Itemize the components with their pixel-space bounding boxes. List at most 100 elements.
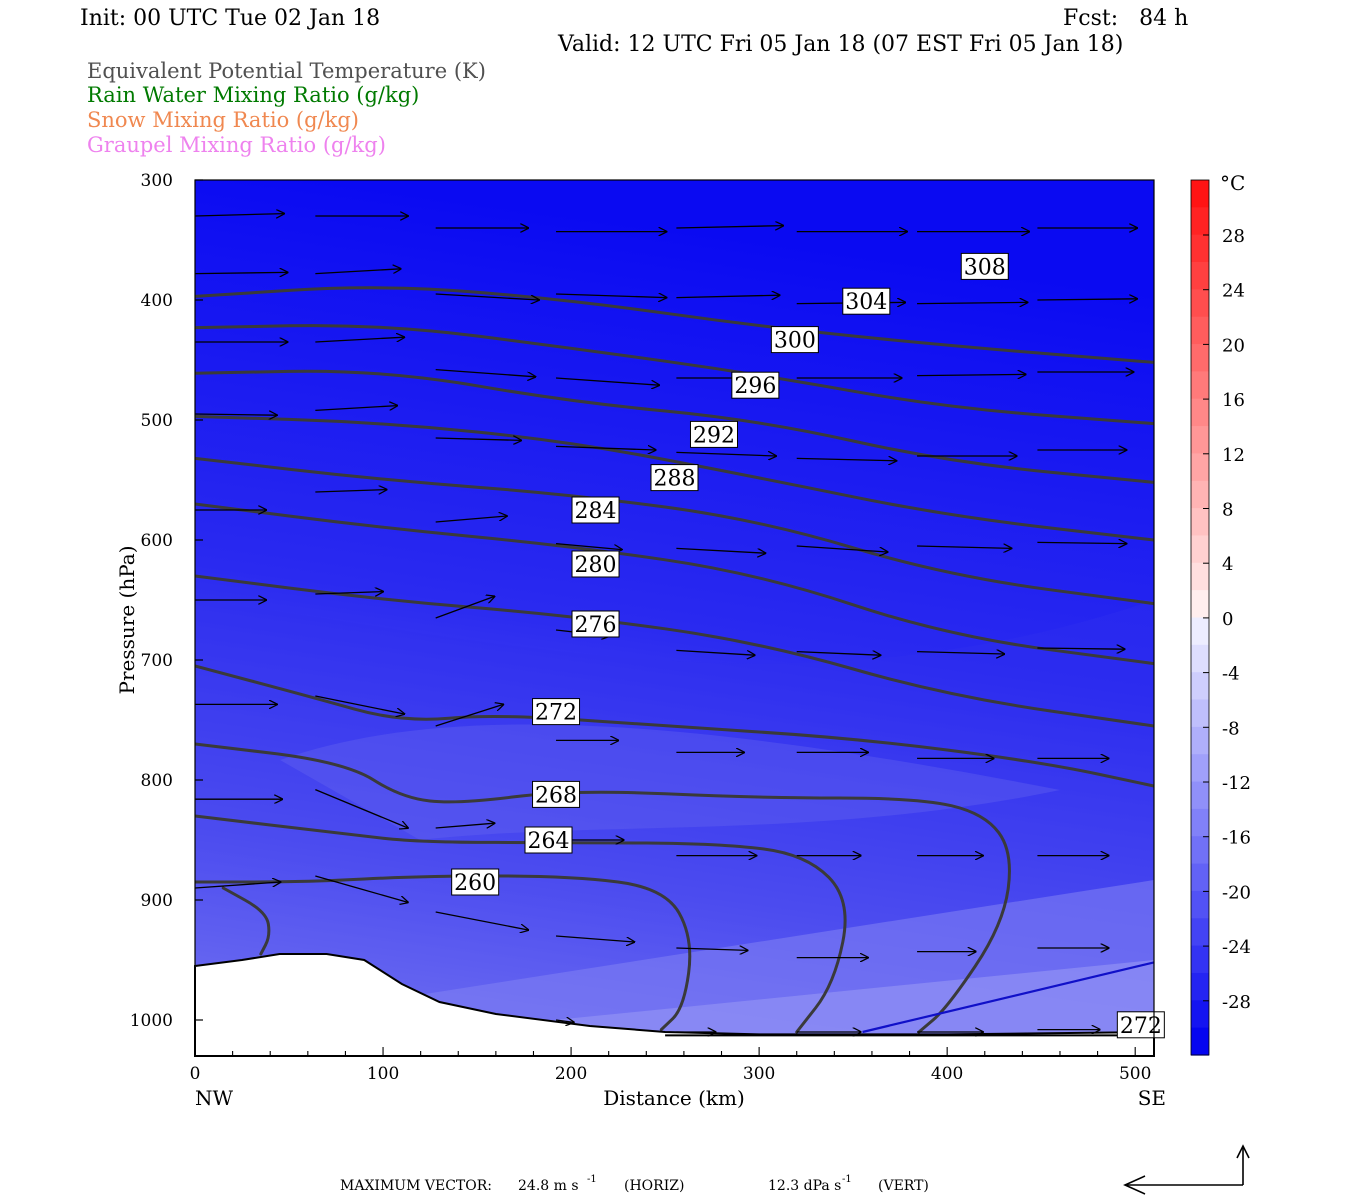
colorbar-tick-label: -16 bbox=[1222, 828, 1251, 849]
wind-vector bbox=[315, 406, 397, 412]
plot-frame bbox=[194, 179, 1155, 1057]
colorbar-swatch bbox=[1191, 726, 1209, 755]
contour-labels: 308 304 300 296 292 288 284 280 276 272 268 264 260 2… bbox=[451, 252, 1165, 1039]
colorbar-swatch bbox=[1191, 289, 1209, 318]
wind-vector bbox=[1037, 299, 1137, 300]
wind-vector bbox=[676, 948, 747, 950]
theta-e-line bbox=[195, 742, 1011, 1034]
x-tick-label: 200 bbox=[555, 1064, 587, 1084]
theta-e-line bbox=[195, 286, 1154, 364]
colorbar-swatch bbox=[1191, 863, 1209, 892]
wind-vector bbox=[435, 823, 495, 829]
x-tick-label: 100 bbox=[367, 1064, 399, 1084]
x-tick-label: 400 bbox=[931, 1064, 963, 1084]
terrain-profile bbox=[194, 953, 1155, 1057]
wind-vector bbox=[917, 374, 1026, 375]
colorbar-swatch bbox=[1191, 508, 1209, 537]
svg-text:264: 264 bbox=[528, 829, 570, 854]
max-vector-horiz-exponent: -1 bbox=[587, 1174, 597, 1185]
wind-vector bbox=[556, 294, 666, 298]
wind-vector bbox=[195, 272, 288, 273]
x-axis-label: Distance (km) bbox=[603, 1086, 745, 1110]
colorbar-swatch bbox=[1191, 699, 1209, 728]
zero-isotherm bbox=[862, 961, 1154, 1034]
wind-vector bbox=[195, 214, 284, 216]
theta-e-line bbox=[195, 414, 1154, 542]
wind-vector bbox=[796, 545, 888, 552]
wind-vector bbox=[315, 490, 386, 492]
svg-text:300: 300 bbox=[774, 329, 816, 354]
svg-text:292: 292 bbox=[693, 423, 735, 448]
legend-entry-rain: Rain Water Mixing Ratio (g/kg) bbox=[87, 83, 419, 107]
wind-vector bbox=[1037, 542, 1126, 543]
svg-text:260: 260 bbox=[454, 871, 496, 896]
x-tick-label: 300 bbox=[743, 1064, 775, 1084]
contour-label: 272 bbox=[532, 698, 581, 726]
colorbar-swatch bbox=[1191, 344, 1209, 373]
max-vector-label: MAXIMUM VECTOR: bbox=[340, 1178, 492, 1194]
wind-vector bbox=[435, 704, 504, 727]
wind-vector bbox=[917, 652, 1004, 654]
wind-vector bbox=[555, 1020, 574, 1022]
colorbar-swatch bbox=[1191, 945, 1209, 974]
theta-e-line bbox=[195, 814, 847, 1034]
colorbar-swatch bbox=[1191, 234, 1209, 263]
wind-vector bbox=[1037, 648, 1124, 649]
colorbar-swatch bbox=[1191, 754, 1209, 783]
colorbar-tick-label: 24 bbox=[1222, 281, 1245, 302]
terrain bbox=[194, 953, 1155, 1057]
svg-text:272: 272 bbox=[535, 701, 577, 726]
contour-label: 300 bbox=[770, 326, 819, 354]
wind-vector bbox=[917, 546, 1011, 548]
wind-vector bbox=[315, 788, 408, 828]
wind-vector bbox=[195, 414, 277, 415]
contour-label: 292 bbox=[689, 420, 738, 448]
max-vector-vert-exponent: -1 bbox=[842, 1174, 852, 1185]
contour-label: 272 bbox=[1116, 1011, 1165, 1039]
wind-vector bbox=[676, 452, 776, 456]
wind-vector bbox=[195, 882, 280, 889]
colorbar-unit: °C bbox=[1220, 171, 1245, 195]
reference-vector-icon bbox=[1123, 1144, 1250, 1195]
theta-e-line bbox=[195, 664, 1154, 788]
wind-vector bbox=[796, 458, 897, 460]
wind-vector bbox=[435, 596, 495, 619]
y-tick-label: 900 bbox=[141, 891, 173, 911]
colorbar-swatch bbox=[1191, 1027, 1209, 1056]
colorbar-swatch bbox=[1191, 398, 1209, 427]
colorbar-swatch bbox=[1191, 972, 1209, 1001]
colorbar-tick-label: -8 bbox=[1222, 718, 1240, 739]
max-vector-vert-unit: (VERT) bbox=[878, 1178, 929, 1194]
contour-label: 284 bbox=[571, 496, 620, 524]
colorbar-swatch bbox=[1191, 562, 1209, 591]
colorbar-tick-label: 8 bbox=[1222, 500, 1233, 521]
svg-text:288: 288 bbox=[654, 467, 696, 492]
wind-vector bbox=[315, 337, 404, 343]
y-tick-label: 800 bbox=[141, 771, 173, 791]
wind-vector bbox=[435, 911, 529, 930]
colorbar-swatch bbox=[1191, 535, 1209, 564]
contour-label: 276 bbox=[571, 610, 620, 638]
contour-label: 308 bbox=[960, 252, 1009, 280]
colorbar: 28 24 20 16 12 8 4 0 -4 -8 -12 -16 -20 -24 -28 bbox=[1190, 179, 1251, 1056]
svg-text:268: 268 bbox=[535, 783, 577, 808]
colorbar-swatch bbox=[1191, 480, 1209, 509]
colorbar-swatch bbox=[1191, 890, 1209, 919]
forecast-hour: Fcst: 84 h bbox=[1063, 6, 1188, 31]
wind-vectors bbox=[195, 214, 1137, 1032]
wind-vector bbox=[556, 446, 656, 450]
svg-text:308: 308 bbox=[964, 255, 1006, 280]
wind-vector bbox=[435, 438, 521, 440]
colorbar-swatch bbox=[1191, 207, 1209, 236]
colorbar-tick-label: -24 bbox=[1222, 937, 1251, 958]
wind-vector bbox=[555, 935, 634, 942]
svg-text:296: 296 bbox=[734, 374, 776, 399]
colorbar-swatch bbox=[1191, 672, 1209, 701]
valid-time: Valid: 12 UTC Fri 05 Jan 18 (07 EST Fri … bbox=[557, 32, 1123, 57]
x-tick-label: 0 bbox=[190, 1064, 201, 1084]
wind-vector bbox=[315, 695, 404, 714]
contour-label: 296 bbox=[731, 371, 780, 399]
max-vector-footer: MAXIMUM VECTOR: 24.8 m s -1 (HORIZ) 12.3… bbox=[340, 1174, 929, 1194]
theta-e-line bbox=[195, 369, 1154, 484]
